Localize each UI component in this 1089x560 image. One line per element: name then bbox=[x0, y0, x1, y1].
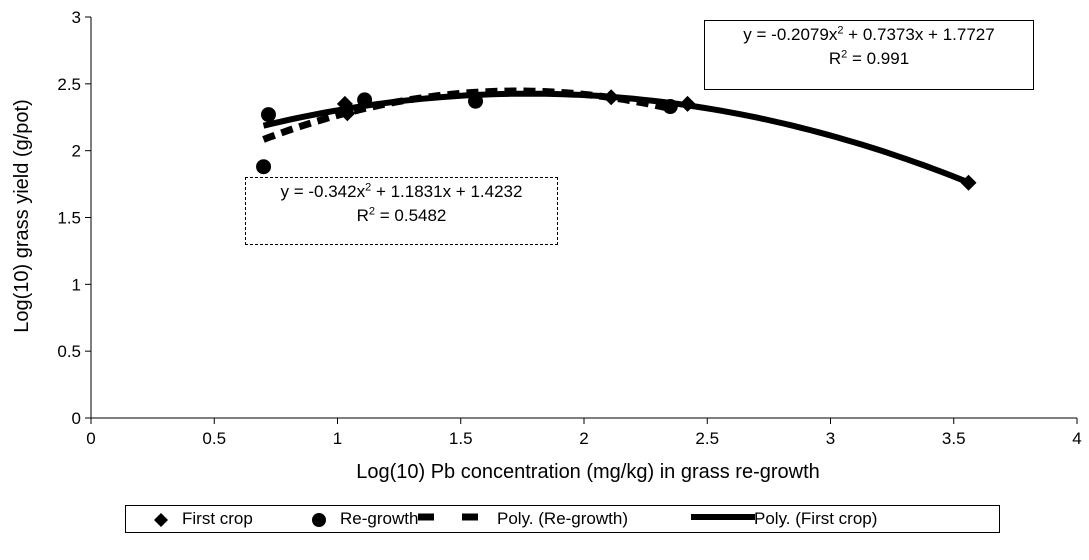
re-growth-point bbox=[662, 99, 678, 115]
first-crop-point bbox=[960, 174, 977, 191]
legend-solid-line bbox=[691, 514, 755, 520]
chart: 0 0.5 1 1.5 2 2.5 3 3.5 4 0 0.5 1 1.5 2 2.5 3 Log(10) … bbox=[11, 8, 1082, 483]
x-axis-title: Log(10) Pb concentration (mg/kg) in gras… bbox=[356, 461, 820, 483]
first-crop-point bbox=[679, 95, 696, 112]
y-tick-label: 1 bbox=[72, 275, 81, 294]
first-crop-equation-box: y = -0.2079x2 + 0.7373x + 1.7727 R2 = 0.… bbox=[704, 20, 1034, 90]
first-crop-point bbox=[603, 89, 620, 106]
legend-dashed-line bbox=[418, 513, 478, 521]
legend-circle-marker bbox=[312, 513, 326, 527]
re-growth-point bbox=[357, 92, 373, 108]
x-axis-ticks: 0 0.5 1 1.5 2 2.5 3 3.5 4 bbox=[86, 418, 1082, 448]
x-tick-label: 1.5 bbox=[449, 429, 473, 448]
x-tick-label: 0 bbox=[86, 429, 95, 448]
first-crop-trendline bbox=[262, 90, 970, 186]
first-crop-point bbox=[339, 105, 356, 122]
data-points bbox=[256, 89, 977, 191]
legend-item-poly-re-growth: Poly. (Re-growth) bbox=[497, 509, 628, 528]
x-tick-label: 2 bbox=[579, 429, 588, 448]
x-tick-label: 4 bbox=[1072, 429, 1081, 448]
y-tick-label: 3 bbox=[72, 8, 81, 27]
legend-item-poly-first-crop: Poly. (First crop) bbox=[754, 509, 878, 528]
re-growth-equation: y = -0.342x2 + 1.1831x + 1.4232 bbox=[280, 181, 523, 201]
legend-item-re-growth: Re-growth bbox=[340, 509, 419, 528]
x-tick-label: 3 bbox=[826, 429, 835, 448]
x-tick-label: 3.5 bbox=[942, 429, 966, 448]
re-growth-point bbox=[256, 159, 272, 175]
first-crop-r-squared: R2 = 0.991 bbox=[828, 48, 910, 68]
y-tick-label: 2 bbox=[72, 142, 81, 161]
y-tick-label: 1.5 bbox=[57, 209, 81, 228]
x-tick-label: 1 bbox=[333, 429, 342, 448]
first-crop-equation: y = -0.2079x2 + 0.7373x + 1.7727 bbox=[743, 24, 995, 44]
y-tick-label: 0.5 bbox=[57, 342, 81, 361]
legend-item-first-crop: First crop bbox=[182, 509, 253, 528]
y-axis-ticks: 0 0.5 1 1.5 2 2.5 3 bbox=[57, 8, 91, 428]
legend: First crop Re-growth Poly. (Re-growth) P… bbox=[125, 505, 1000, 533]
y-tick-label: 2.5 bbox=[57, 75, 81, 94]
re-growth-point bbox=[260, 107, 276, 123]
re-growth-equation-box: y = -0.342x2 + 1.1831x + 1.4232 R2 = 0.5… bbox=[245, 177, 558, 245]
y-tick-label: 0 bbox=[72, 409, 81, 428]
x-tick-label: 2.5 bbox=[695, 429, 719, 448]
re-growth-point bbox=[468, 93, 484, 109]
x-tick-label: 0.5 bbox=[202, 429, 226, 448]
legend-diamond-marker bbox=[154, 513, 168, 527]
y-axis-title: Log(10) grass yield (g/pot) bbox=[11, 99, 33, 332]
re-growth-r-squared: R2 = 0.5482 bbox=[356, 205, 447, 225]
